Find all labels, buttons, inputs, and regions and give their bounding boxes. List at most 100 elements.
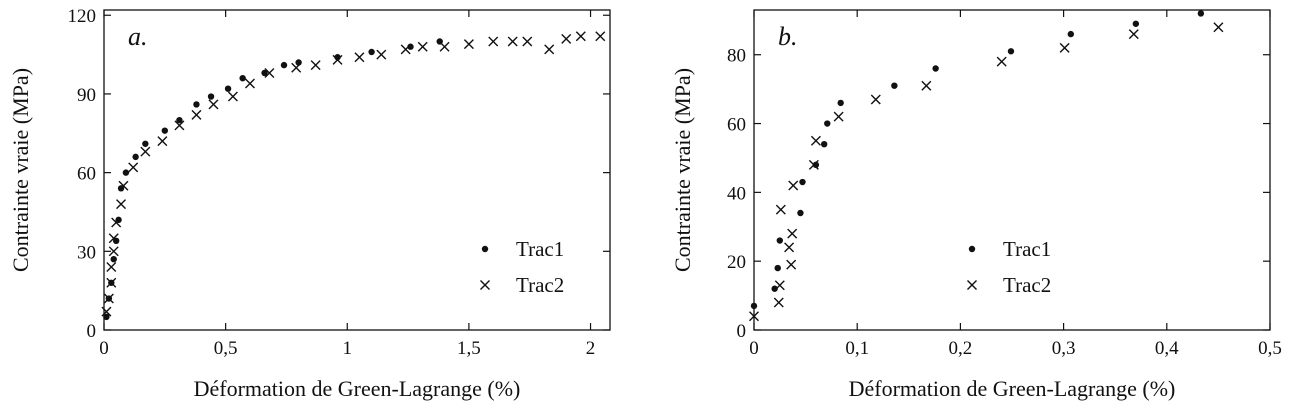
data-point-trac2 bbox=[310, 60, 321, 71]
data-point-trac2 bbox=[244, 78, 255, 89]
data-point-trac1 bbox=[176, 116, 183, 124]
data-point-trac1 bbox=[224, 85, 232, 92]
data-point-trac1 bbox=[193, 101, 200, 108]
data-point-trac1 bbox=[891, 82, 898, 89]
data-point-trac2 bbox=[417, 41, 428, 52]
y-tick-label: 20 bbox=[727, 252, 746, 273]
data-point-trac1 bbox=[799, 178, 806, 186]
panel-label: a. bbox=[128, 22, 148, 51]
data-point-trac2 bbox=[787, 228, 798, 239]
data-point-trac2 bbox=[749, 311, 759, 322]
data-point-trac2 bbox=[174, 120, 185, 131]
y-axis-title: Contrainte vraie (MPa) bbox=[8, 68, 33, 272]
legend-label-trac1: Trac1 bbox=[516, 237, 564, 261]
y-tick-label: 90 bbox=[77, 85, 96, 106]
data-point-trac2 bbox=[833, 111, 844, 122]
data-point-trac1 bbox=[820, 140, 828, 148]
x-tick-label: 0,5 bbox=[1258, 338, 1282, 359]
data-point-trac2 bbox=[191, 109, 202, 120]
y-tick-label: 60 bbox=[727, 115, 746, 136]
data-point-trac1 bbox=[103, 313, 110, 321]
data-point-trac1 bbox=[368, 48, 375, 56]
data-point-trac1 bbox=[797, 209, 804, 217]
legend: Trac1 Trac2 bbox=[967, 237, 1051, 297]
data-point-trac2 bbox=[996, 56, 1007, 67]
data-point-trac2 bbox=[157, 136, 168, 147]
data-point-trac2 bbox=[773, 297, 784, 308]
data-point-trac2 bbox=[116, 199, 127, 210]
data-point-trac2 bbox=[108, 233, 119, 244]
data-point-trac1 bbox=[1197, 10, 1205, 17]
data-point-trac1 bbox=[774, 264, 781, 272]
data-point-trac2 bbox=[291, 62, 302, 73]
data-point-trac2 bbox=[786, 259, 797, 270]
data-point-trac2 bbox=[575, 31, 586, 42]
data-point-trac2 bbox=[103, 293, 114, 304]
data-point-trac1 bbox=[812, 161, 820, 169]
x-tick-label: 0,5 bbox=[214, 338, 238, 359]
data-point-trac2 bbox=[439, 41, 450, 52]
data-point-trac2 bbox=[332, 54, 343, 65]
x-tick-label: 0,2 bbox=[949, 338, 973, 359]
data-point-trac2 bbox=[108, 246, 119, 257]
data-point-trac1 bbox=[132, 153, 139, 161]
data-point-trac2 bbox=[128, 162, 139, 173]
data-point-trac2 bbox=[544, 44, 555, 55]
data-point-trac2 bbox=[400, 44, 411, 55]
y-tick-label: 80 bbox=[727, 46, 746, 67]
data-point-trac2 bbox=[354, 52, 365, 63]
data-point-trac2 bbox=[870, 94, 881, 105]
legend-marker-trac2 bbox=[480, 280, 490, 290]
series-trac2 bbox=[101, 31, 606, 317]
data-point-trac1 bbox=[122, 169, 130, 176]
legend-marker-trac2 bbox=[967, 280, 977, 290]
data-point-trac2 bbox=[101, 306, 112, 317]
series-trac1 bbox=[750, 10, 1205, 310]
data-point-trac2 bbox=[775, 204, 786, 215]
x-tick-label: 0,1 bbox=[845, 338, 869, 359]
legend-label-trac1: Trac1 bbox=[1003, 237, 1051, 261]
y-tick-label: 30 bbox=[77, 242, 96, 263]
data-point-trac2 bbox=[118, 180, 129, 191]
legend: Trac1 Trac2 bbox=[480, 237, 564, 297]
x-tick-label: 1 bbox=[343, 338, 353, 359]
panel-label: b. bbox=[778, 22, 798, 51]
y-tick-label: 40 bbox=[727, 183, 746, 204]
data-point-trac2 bbox=[208, 99, 219, 110]
panel-a: 0 0,5 1 1,5 2 0 30 60 90 120 Déformation de Green-… bbox=[8, 6, 611, 401]
x-axis-title: Déformation de Green-Lagrange (%) bbox=[194, 376, 521, 401]
plot-frame bbox=[103, 9, 611, 331]
data-point-trac2 bbox=[463, 39, 474, 50]
data-point-trac2 bbox=[808, 159, 819, 170]
data-point-trac2 bbox=[264, 67, 275, 78]
data-point-trac1 bbox=[261, 69, 268, 77]
data-point-trac1 bbox=[1132, 20, 1140, 27]
y-tick-label: 0 bbox=[87, 321, 97, 342]
legend-label-trac2: Trac2 bbox=[1003, 273, 1051, 297]
data-point-trac2 bbox=[140, 146, 151, 157]
data-point-trac1 bbox=[161, 127, 169, 134]
x-tick-label: 0 bbox=[749, 338, 759, 359]
data-point-trac1 bbox=[207, 93, 215, 100]
y-axis-title: Contrainte vraie (MPa) bbox=[670, 68, 695, 272]
data-point-trac2 bbox=[810, 135, 821, 146]
legend-marker-trac1 bbox=[968, 245, 976, 253]
plot-frame bbox=[753, 9, 1271, 331]
data-point-trac2 bbox=[488, 36, 499, 47]
data-point-trac2 bbox=[1128, 29, 1139, 40]
data-point-trac1 bbox=[142, 140, 149, 147]
data-point-trac2 bbox=[376, 49, 387, 60]
data-point-trac2 bbox=[561, 33, 572, 44]
data-point-trac2 bbox=[227, 91, 238, 102]
data-point-trac1 bbox=[1007, 48, 1015, 55]
series-trac1 bbox=[103, 38, 443, 321]
data-point-trac1 bbox=[771, 285, 778, 292]
legend-marker-trac1 bbox=[481, 245, 489, 253]
data-point-trac2 bbox=[1213, 22, 1224, 33]
data-point-trac1 bbox=[932, 65, 939, 72]
data-point-trac2 bbox=[595, 31, 606, 42]
data-point-trac1 bbox=[837, 99, 844, 107]
series-trac2 bbox=[749, 22, 1224, 322]
panel-b: 0 0,1 0,2 0,3 0,4 0,5 0 20 40 60 80 Déformation de … bbox=[670, 9, 1282, 401]
